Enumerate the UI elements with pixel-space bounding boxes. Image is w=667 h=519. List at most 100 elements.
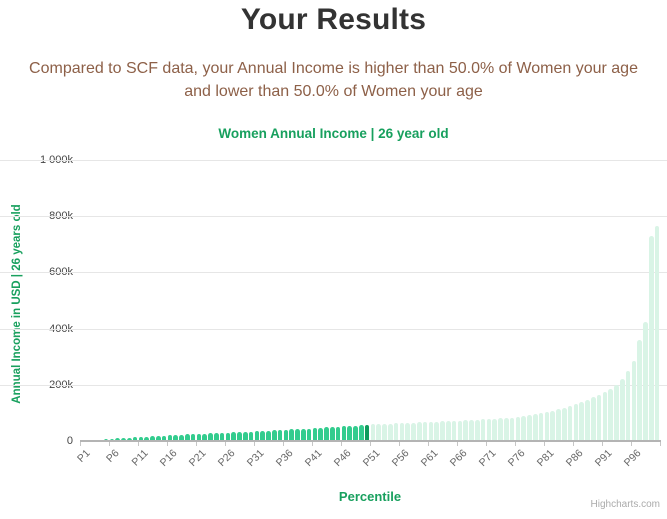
percentile-bar-P8[interactable] <box>121 438 126 441</box>
percentile-bar-P72[interactable] <box>492 418 498 441</box>
percentile-bar-P16[interactable] <box>167 435 173 441</box>
percentile-bar-P79[interactable] <box>532 414 538 441</box>
percentile-bar-P94[interactable] <box>619 379 625 441</box>
highcharts-credit-link[interactable]: Highcharts.com <box>590 499 660 510</box>
percentile-bar-P47[interactable] <box>347 425 353 441</box>
percentile-bar-P62[interactable] <box>434 421 440 441</box>
percentile-bar-P55[interactable] <box>393 423 399 441</box>
percentile-bar-P25[interactable] <box>219 433 225 441</box>
percentile-bar-P49[interactable] <box>358 425 364 441</box>
percentile-bar-P75[interactable] <box>509 417 515 441</box>
percentile-bar-P88[interactable] <box>585 399 590 441</box>
percentile-bar-P100[interactable] <box>654 226 660 441</box>
percentile-bar-P58[interactable] <box>411 422 416 441</box>
percentile-bar-P6[interactable] <box>109 438 115 441</box>
percentile-bar-P89[interactable] <box>590 397 596 441</box>
percentile-bar-P80[interactable] <box>538 412 544 441</box>
percentile-bar-P56[interactable] <box>399 423 405 441</box>
percentile-bar-P61[interactable] <box>428 422 434 441</box>
percentile-bar-P37[interactable] <box>289 429 295 441</box>
percentile-bar-P92[interactable] <box>608 388 614 441</box>
percentile-bar-P53[interactable] <box>382 423 387 441</box>
percentile-bar-P99[interactable] <box>648 235 654 441</box>
percentile-bar-P29[interactable] <box>242 431 248 441</box>
percentile-bar-P39[interactable] <box>300 428 306 441</box>
percentile-bar-P93[interactable] <box>614 385 619 441</box>
percentile-bar-P7[interactable] <box>115 438 121 441</box>
percentile-bar-P60[interactable] <box>422 422 428 441</box>
percentile-bar-P51[interactable] <box>370 424 376 441</box>
percentile-bar-P50[interactable] <box>364 424 370 441</box>
percentile-bar-P81[interactable] <box>544 411 550 441</box>
percentile-bar-P76[interactable] <box>515 417 521 441</box>
percentile-bar-P31[interactable] <box>254 431 260 441</box>
percentile-bar-P85[interactable] <box>567 406 573 441</box>
percentile-bar-P10[interactable] <box>132 437 138 441</box>
percentile-bar-P40[interactable] <box>306 428 312 441</box>
percentile-bar-P84[interactable] <box>561 407 567 441</box>
percentile-bar-P71[interactable] <box>486 419 492 441</box>
percentile-bar-P28[interactable] <box>237 432 242 441</box>
percentile-bar-P70[interactable] <box>480 419 486 441</box>
percentile-bar-P63[interactable] <box>440 421 445 441</box>
percentile-bar-P9[interactable] <box>126 437 132 441</box>
gridline <box>0 160 667 161</box>
percentile-bar-P77[interactable] <box>521 416 527 441</box>
percentile-bar-P68[interactable] <box>469 420 474 441</box>
percentile-bar-P32[interactable] <box>260 431 266 441</box>
percentile-bar-P15[interactable] <box>161 435 167 441</box>
percentile-bar-P30[interactable] <box>248 431 254 441</box>
percentile-bar-P67[interactable] <box>463 420 469 441</box>
percentile-bar-P87[interactable] <box>579 402 585 441</box>
percentile-bar-P65[interactable] <box>451 421 457 441</box>
percentile-bar-P98[interactable] <box>643 321 648 441</box>
x-axis-tick-label: P71 <box>476 447 499 469</box>
percentile-bar-P19[interactable] <box>184 434 190 441</box>
percentile-bar-P52[interactable] <box>376 424 382 441</box>
percentile-bar-P43[interactable] <box>324 427 329 441</box>
percentile-bar-P22[interactable] <box>202 433 208 441</box>
x-axis-tick-label: P51 <box>360 447 383 469</box>
percentile-bar-P34[interactable] <box>271 430 277 441</box>
percentile-bar-P11[interactable] <box>138 436 144 441</box>
percentile-bar-P86[interactable] <box>573 404 579 441</box>
percentile-bar-P44[interactable] <box>329 426 335 441</box>
percentile-bar-P57[interactable] <box>405 423 411 441</box>
percentile-bar-P82[interactable] <box>550 410 556 441</box>
percentile-bar-P48[interactable] <box>353 425 358 441</box>
percentile-bar-P41[interactable] <box>312 428 318 441</box>
percentile-bar-P97[interactable] <box>637 339 643 441</box>
percentile-bar-P13[interactable] <box>150 436 155 441</box>
percentile-bar-P20[interactable] <box>190 434 196 441</box>
percentile-bar-P23[interactable] <box>208 433 213 441</box>
percentile-bar-P90[interactable] <box>596 394 602 441</box>
percentile-bar-P42[interactable] <box>318 427 324 441</box>
percentile-bar-P21[interactable] <box>196 433 202 441</box>
percentile-bar-P17[interactable] <box>173 434 179 441</box>
percentile-bar-P33[interactable] <box>266 430 271 441</box>
percentile-bar-P45[interactable] <box>335 426 341 441</box>
percentile-bar-P73[interactable] <box>498 418 503 441</box>
percentile-bar-P36[interactable] <box>283 429 289 441</box>
percentile-bar-P69[interactable] <box>474 419 480 441</box>
x-axis-tick <box>312 442 313 446</box>
percentile-bar-P83[interactable] <box>556 409 561 441</box>
percentile-bar-P78[interactable] <box>527 415 532 441</box>
percentile-bar-P38[interactable] <box>295 429 300 441</box>
percentile-bar-P46[interactable] <box>341 426 347 441</box>
percentile-bar-P14[interactable] <box>155 435 161 441</box>
percentile-bar-P66[interactable] <box>457 420 463 441</box>
percentile-bar-P24[interactable] <box>213 433 219 441</box>
percentile-bar-P12[interactable] <box>144 436 150 441</box>
percentile-bar-P26[interactable] <box>225 432 231 441</box>
percentile-bar-P64[interactable] <box>445 421 451 441</box>
percentile-bar-P18[interactable] <box>179 434 184 441</box>
percentile-bar-P27[interactable] <box>231 432 237 441</box>
percentile-bar-P59[interactable] <box>416 422 422 441</box>
percentile-bar-P35[interactable] <box>277 430 283 441</box>
percentile-bar-P74[interactable] <box>503 417 509 441</box>
percentile-bar-P95[interactable] <box>625 370 631 441</box>
percentile-bar-P96[interactable] <box>631 360 637 441</box>
percentile-bar-P54[interactable] <box>387 423 393 441</box>
percentile-bar-P91[interactable] <box>602 391 608 441</box>
